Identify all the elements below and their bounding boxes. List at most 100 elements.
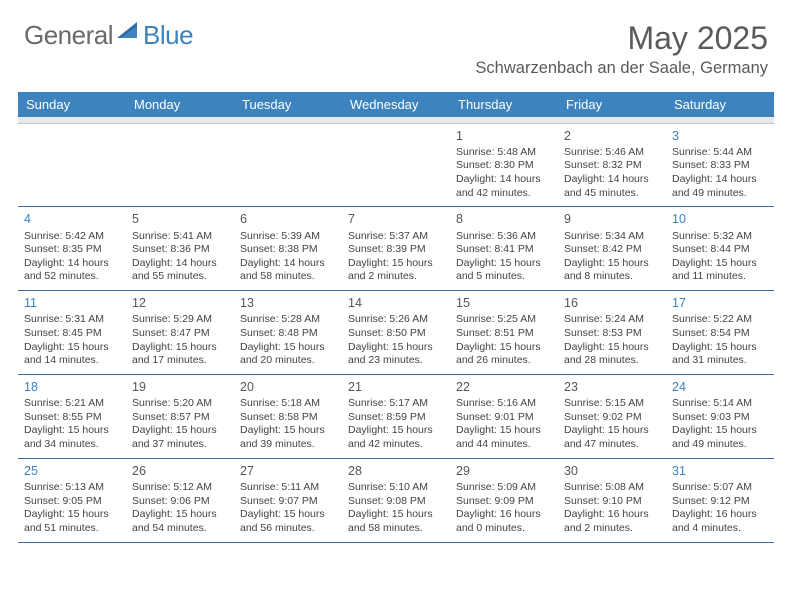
calendar-cell: 12 Sunrise: 5:29 AMSunset: 8:47 PMDayligh… <box>126 291 234 375</box>
calendar-cell-empty <box>234 123 342 207</box>
calendar-cell: 26Sunrise: 5:12 AMSunset: 9:06 PMDayligh… <box>126 458 234 542</box>
day-number: 27 <box>240 463 336 479</box>
day-header: Monday <box>126 92 234 117</box>
day-number: 10 <box>672 211 768 227</box>
calendar-cell: 19 Sunrise: 5:20 AMSunset: 8:57 PMDayligh… <box>126 374 234 458</box>
calendar-cell: 17 Sunrise: 5:22 AMSunset: 8:54 PMDayligh… <box>666 291 774 375</box>
calendar-cell-empty <box>18 123 126 207</box>
calendar-cell: 18 Sunrise: 5:21 AMSunset: 8:55 PMDayligh… <box>18 374 126 458</box>
calendar-cell: 29Sunrise: 5:09 AMSunset: 9:09 PMDayligh… <box>450 458 558 542</box>
calendar-cell: 7 Sunrise: 5:37 AMSunset: 8:39 PMDaylight… <box>342 207 450 291</box>
day-number: 24 <box>672 379 768 395</box>
calendar-week: 11Sunrise: 5:31 AMSunset: 8:45 PMDayligh… <box>18 291 774 375</box>
day-info: Sunrise: 5:26 AMSunset: 8:50 PMDaylight:… <box>348 313 444 368</box>
calendar-cell: 5Sunrise: 5:41 AMSunset: 8:36 PMDaylight… <box>126 207 234 291</box>
calendar-cell-empty <box>126 123 234 207</box>
calendar-cell: 1 Sunrise: 5:48 AMSunset: 8:30 PMDaylight… <box>450 123 558 207</box>
day-info: Sunrise: 5:32 AMSunset: 8:44 PMDaylight:… <box>672 230 768 285</box>
calendar-cell: 31Sunrise: 5:07 AMSunset: 9:12 PMDayligh… <box>666 458 774 542</box>
calendar: SundayMondayTuesdayWednesdayThursdayFrid… <box>18 92 774 543</box>
calendar-cell: 16Sunrise: 5:24 AMSunset: 8:53 PMDayligh… <box>558 291 666 375</box>
day-number: 7 <box>348 211 444 227</box>
day-number: 8 <box>456 211 552 227</box>
day-info: Sunrise: 5:29 AMSunset: 8:47 PMDaylight:… <box>132 313 228 368</box>
day-number: 12 <box>132 295 228 311</box>
day-info: Sunrise: 5:16 AMSunset: 9:01 PMDaylight:… <box>456 397 552 452</box>
logo-text-general: General <box>24 20 113 51</box>
title-block: May 2025 Schwarzenbach an der Saale, Ger… <box>475 20 768 78</box>
day-number: 25 <box>24 463 120 479</box>
calendar-cell: 6 Sunrise: 5:39 AMSunset: 8:38 PMDaylight… <box>234 207 342 291</box>
day-number: 13 <box>240 295 336 311</box>
calendar-cell: 15 Sunrise: 5:25 AMSunset: 8:51 PMDayligh… <box>450 291 558 375</box>
day-number: 14 <box>348 295 444 311</box>
calendar-cell: 23 Sunrise: 5:15 AMSunset: 9:02 PMDayligh… <box>558 374 666 458</box>
calendar-cell: 10 Sunrise: 5:32 AMSunset: 8:44 PMDayligh… <box>666 207 774 291</box>
logo-text-blue: Blue <box>143 20 193 51</box>
day-header: Thursday <box>450 92 558 117</box>
day-number: 16 <box>564 295 660 311</box>
location: Schwarzenbach an der Saale, Germany <box>475 59 768 78</box>
calendar-week: 4Sunrise: 5:42 AMSunset: 8:35 PMDaylight… <box>18 207 774 291</box>
day-info: Sunrise: 5:25 AMSunset: 8:51 PMDaylight:… <box>456 313 552 368</box>
calendar-cell: 2Sunrise: 5:46 AMSunset: 8:32 PMDaylight… <box>558 123 666 207</box>
day-number: 31 <box>672 463 768 479</box>
calendar-cell: 30Sunrise: 5:08 AMSunset: 9:10 PMDayligh… <box>558 458 666 542</box>
calendar-cell: 28Sunrise: 5:10 AMSunset: 9:08 PMDayligh… <box>342 458 450 542</box>
day-number: 20 <box>240 379 336 395</box>
day-info: Sunrise: 5:11 AMSunset: 9:07 PMDaylight:… <box>240 481 336 536</box>
calendar-cell-empty <box>342 123 450 207</box>
day-number: 21 <box>348 379 444 395</box>
day-number: 3 <box>672 128 768 144</box>
day-info: Sunrise: 5:39 AMSunset: 8:38 PMDaylight:… <box>240 230 336 285</box>
day-number: 11 <box>24 295 120 311</box>
calendar-cell: 24 Sunrise: 5:14 AMSunset: 9:03 PMDayligh… <box>666 374 774 458</box>
day-info: Sunrise: 5:34 AMSunset: 8:42 PMDaylight:… <box>564 230 660 285</box>
day-info: Sunrise: 5:37 AMSunset: 8:39 PMDaylight:… <box>348 230 444 285</box>
calendar-cell: 14 Sunrise: 5:26 AMSunset: 8:50 PMDayligh… <box>342 291 450 375</box>
day-number: 19 <box>132 379 228 395</box>
day-info: Sunrise: 5:21 AMSunset: 8:55 PMDaylight:… <box>24 397 120 452</box>
day-info: Sunrise: 5:15 AMSunset: 9:02 PMDaylight:… <box>564 397 660 452</box>
logo: General Blue <box>24 20 193 51</box>
calendar-cell: 11Sunrise: 5:31 AMSunset: 8:45 PMDayligh… <box>18 291 126 375</box>
logo-mark-icon <box>117 20 141 45</box>
day-info: Sunrise: 5:48 AMSunset: 8:30 PMDaylight:… <box>456 146 552 201</box>
day-number: 23 <box>564 379 660 395</box>
day-header: Wednesday <box>342 92 450 117</box>
day-info: Sunrise: 5:10 AMSunset: 9:08 PMDaylight:… <box>348 481 444 536</box>
day-info: Sunrise: 5:13 AMSunset: 9:05 PMDaylight:… <box>24 481 120 536</box>
day-info: Sunrise: 5:14 AMSunset: 9:03 PMDaylight:… <box>672 397 768 452</box>
day-number: 26 <box>132 463 228 479</box>
day-info: Sunrise: 5:08 AMSunset: 9:10 PMDaylight:… <box>564 481 660 536</box>
day-header: Tuesday <box>234 92 342 117</box>
day-info: Sunrise: 5:44 AMSunset: 8:33 PMDaylight:… <box>672 146 768 201</box>
day-info: Sunrise: 5:28 AMSunset: 8:48 PMDaylight:… <box>240 313 336 368</box>
day-number: 15 <box>456 295 552 311</box>
day-info: Sunrise: 5:20 AMSunset: 8:57 PMDaylight:… <box>132 397 228 452</box>
calendar-cell: 25 Sunrise: 5:13 AMSunset: 9:05 PMDayligh… <box>18 458 126 542</box>
day-header: Friday <box>558 92 666 117</box>
day-info: Sunrise: 5:18 AMSunset: 8:58 PMDaylight:… <box>240 397 336 452</box>
day-number: 6 <box>240 211 336 227</box>
day-info: Sunrise: 5:42 AMSunset: 8:35 PMDaylight:… <box>24 230 120 285</box>
month-title: May 2025 <box>475 20 768 57</box>
calendar-cell: 8 Sunrise: 5:36 AMSunset: 8:41 PMDaylight… <box>450 207 558 291</box>
day-number: 22 <box>456 379 552 395</box>
header: General Blue May 2025 Schwarzenbach an d… <box>0 0 792 86</box>
day-number: 1 <box>456 128 552 144</box>
calendar-week: 18 Sunrise: 5:21 AMSunset: 8:55 PMDayligh… <box>18 374 774 458</box>
day-info: Sunrise: 5:36 AMSunset: 8:41 PMDaylight:… <box>456 230 552 285</box>
calendar-cell: 27 Sunrise: 5:11 AMSunset: 9:07 PMDayligh… <box>234 458 342 542</box>
day-number: 9 <box>564 211 660 227</box>
day-number: 18 <box>24 379 120 395</box>
calendar-cell: 20 Sunrise: 5:18 AMSunset: 8:58 PMDayligh… <box>234 374 342 458</box>
day-header: Saturday <box>666 92 774 117</box>
calendar-cell: 22 Sunrise: 5:16 AMSunset: 9:01 PMDayligh… <box>450 374 558 458</box>
day-info: Sunrise: 5:09 AMSunset: 9:09 PMDaylight:… <box>456 481 552 536</box>
day-number: 2 <box>564 128 660 144</box>
day-header: Sunday <box>18 92 126 117</box>
day-info: Sunrise: 5:22 AMSunset: 8:54 PMDaylight:… <box>672 313 768 368</box>
day-number: 5 <box>132 211 228 227</box>
day-number: 17 <box>672 295 768 311</box>
